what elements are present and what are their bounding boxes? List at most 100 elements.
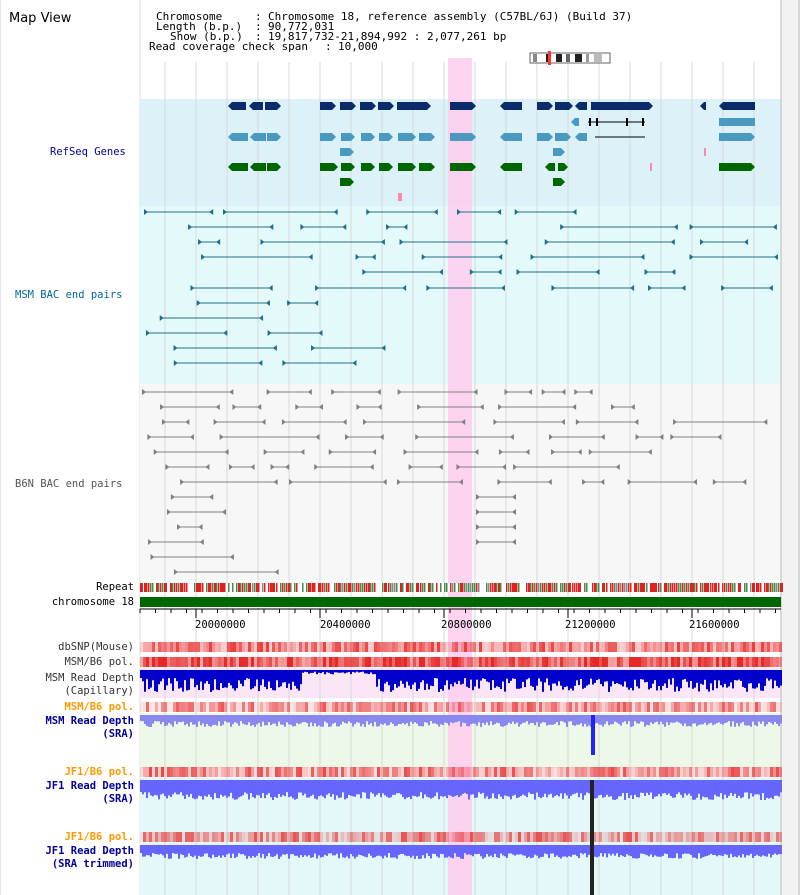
polymorphism-cell	[716, 642, 719, 652]
bac-end-marker	[473, 389, 478, 395]
read-depth-bar	[746, 670, 748, 692]
polymorphism-cell	[590, 702, 593, 712]
polymorphism-cell	[362, 767, 365, 777]
read-depth-bar	[516, 845, 518, 855]
read-depth-bar	[544, 845, 546, 854]
polymorphism-cell	[647, 657, 650, 667]
read-depth-bar	[454, 845, 456, 854]
read-depth-bar	[180, 715, 182, 723]
polymorphism-cell	[572, 767, 575, 777]
read-depth-bar	[418, 780, 420, 797]
bac-end-marker	[199, 539, 204, 545]
read-depth-bar	[180, 780, 182, 793]
polymorphism-cell	[416, 832, 419, 842]
read-depth-bar	[668, 670, 670, 680]
polymorphism-cell	[446, 642, 449, 652]
read-depth-bar	[490, 780, 492, 799]
polymorphism-cell	[590, 642, 593, 652]
polymorphism-cell	[377, 832, 380, 842]
polymorphism-cell	[380, 642, 383, 652]
bac-end-marker	[318, 404, 323, 410]
read-depth-bar	[222, 715, 224, 725]
read-depth-bar	[574, 845, 576, 855]
polymorphism-cell	[263, 642, 266, 652]
read-depth-bar	[364, 670, 366, 674]
read-depth-bar	[636, 780, 638, 798]
read-depth-bar	[634, 670, 636, 680]
repeat-block	[566, 583, 568, 592]
polymorphism-cell	[659, 832, 662, 842]
read-depth-bar	[582, 780, 584, 800]
repeat-block	[676, 583, 678, 592]
read-depth-bar	[336, 845, 338, 854]
bac-end-marker	[402, 285, 407, 291]
polymorphism-cell	[482, 657, 485, 667]
read-depth-bar	[358, 670, 360, 673]
read-depth-bar	[384, 845, 386, 856]
read-depth-bar	[746, 715, 748, 726]
polymorphism-cell	[170, 702, 173, 712]
polymorphism-cell	[152, 642, 155, 652]
read-depth-bar	[700, 845, 702, 859]
bac-end-marker	[497, 479, 502, 485]
polymorphism-cell	[392, 767, 395, 777]
polymorphism-cell	[281, 657, 284, 667]
gene-feature	[228, 102, 246, 110]
polymorphism-cell	[152, 702, 155, 712]
read-depth-bar	[398, 845, 400, 855]
read-depth-bar	[616, 670, 618, 684]
repeat-block	[478, 583, 480, 592]
polymorphism-cell	[485, 657, 488, 667]
bac-end-marker	[180, 479, 185, 485]
read-depth-bar	[738, 845, 740, 856]
read-depth-bar	[456, 780, 458, 796]
polymorphism-cell	[476, 642, 479, 652]
polymorphism-cell	[776, 642, 779, 652]
repeat-block	[326, 583, 328, 592]
polymorphism-cell	[569, 642, 572, 652]
polymorphism-cell	[530, 702, 533, 712]
read-depth-bar	[382, 780, 384, 794]
read-depth-bar	[566, 845, 568, 858]
polymorphism-cell	[182, 702, 185, 712]
read-depth-bar	[458, 670, 460, 681]
read-depth-bar	[322, 780, 324, 797]
read-depth-bar	[416, 845, 418, 856]
read-depth-bar	[644, 845, 646, 855]
polymorphism-cell	[677, 702, 680, 712]
polymorphism-cell	[389, 767, 392, 777]
bac-end-marker	[381, 345, 386, 351]
repeat-block	[618, 583, 620, 592]
polymorphism-cell	[188, 657, 191, 667]
polymorphism-cell	[323, 642, 326, 652]
bac-end-marker	[582, 479, 587, 485]
read-depth-bar	[330, 780, 332, 797]
read-depth-bar	[564, 780, 566, 794]
polymorphism-cell	[419, 767, 422, 777]
read-depth-bar	[730, 670, 732, 683]
read-depth-bar	[664, 715, 666, 727]
read-depth-bar	[454, 670, 456, 683]
read-depth-bar	[266, 670, 268, 690]
polymorphism-cell	[341, 702, 344, 712]
read-depth-bar	[528, 780, 530, 793]
polymorphism-cell	[641, 657, 644, 667]
read-depth-bar	[478, 780, 480, 793]
polymorphism-cell	[431, 702, 434, 712]
bac-end-marker	[258, 360, 263, 366]
read-depth-bar	[284, 715, 286, 727]
read-depth-bar	[218, 715, 220, 722]
polymorphism-cell	[770, 642, 773, 652]
read-depth-bar	[384, 715, 386, 724]
read-depth-bar	[198, 780, 200, 796]
read-depth-bar	[230, 845, 232, 858]
bac-end-marker	[772, 224, 777, 230]
polymorphism-cell	[689, 832, 692, 842]
read-depth-bar	[612, 845, 614, 854]
polymorphism-cell	[239, 767, 242, 777]
read-depth-bar	[430, 670, 432, 686]
polymorphism-cell	[269, 657, 272, 667]
read-depth-bar	[262, 715, 264, 722]
read-depth-bar	[196, 780, 198, 799]
